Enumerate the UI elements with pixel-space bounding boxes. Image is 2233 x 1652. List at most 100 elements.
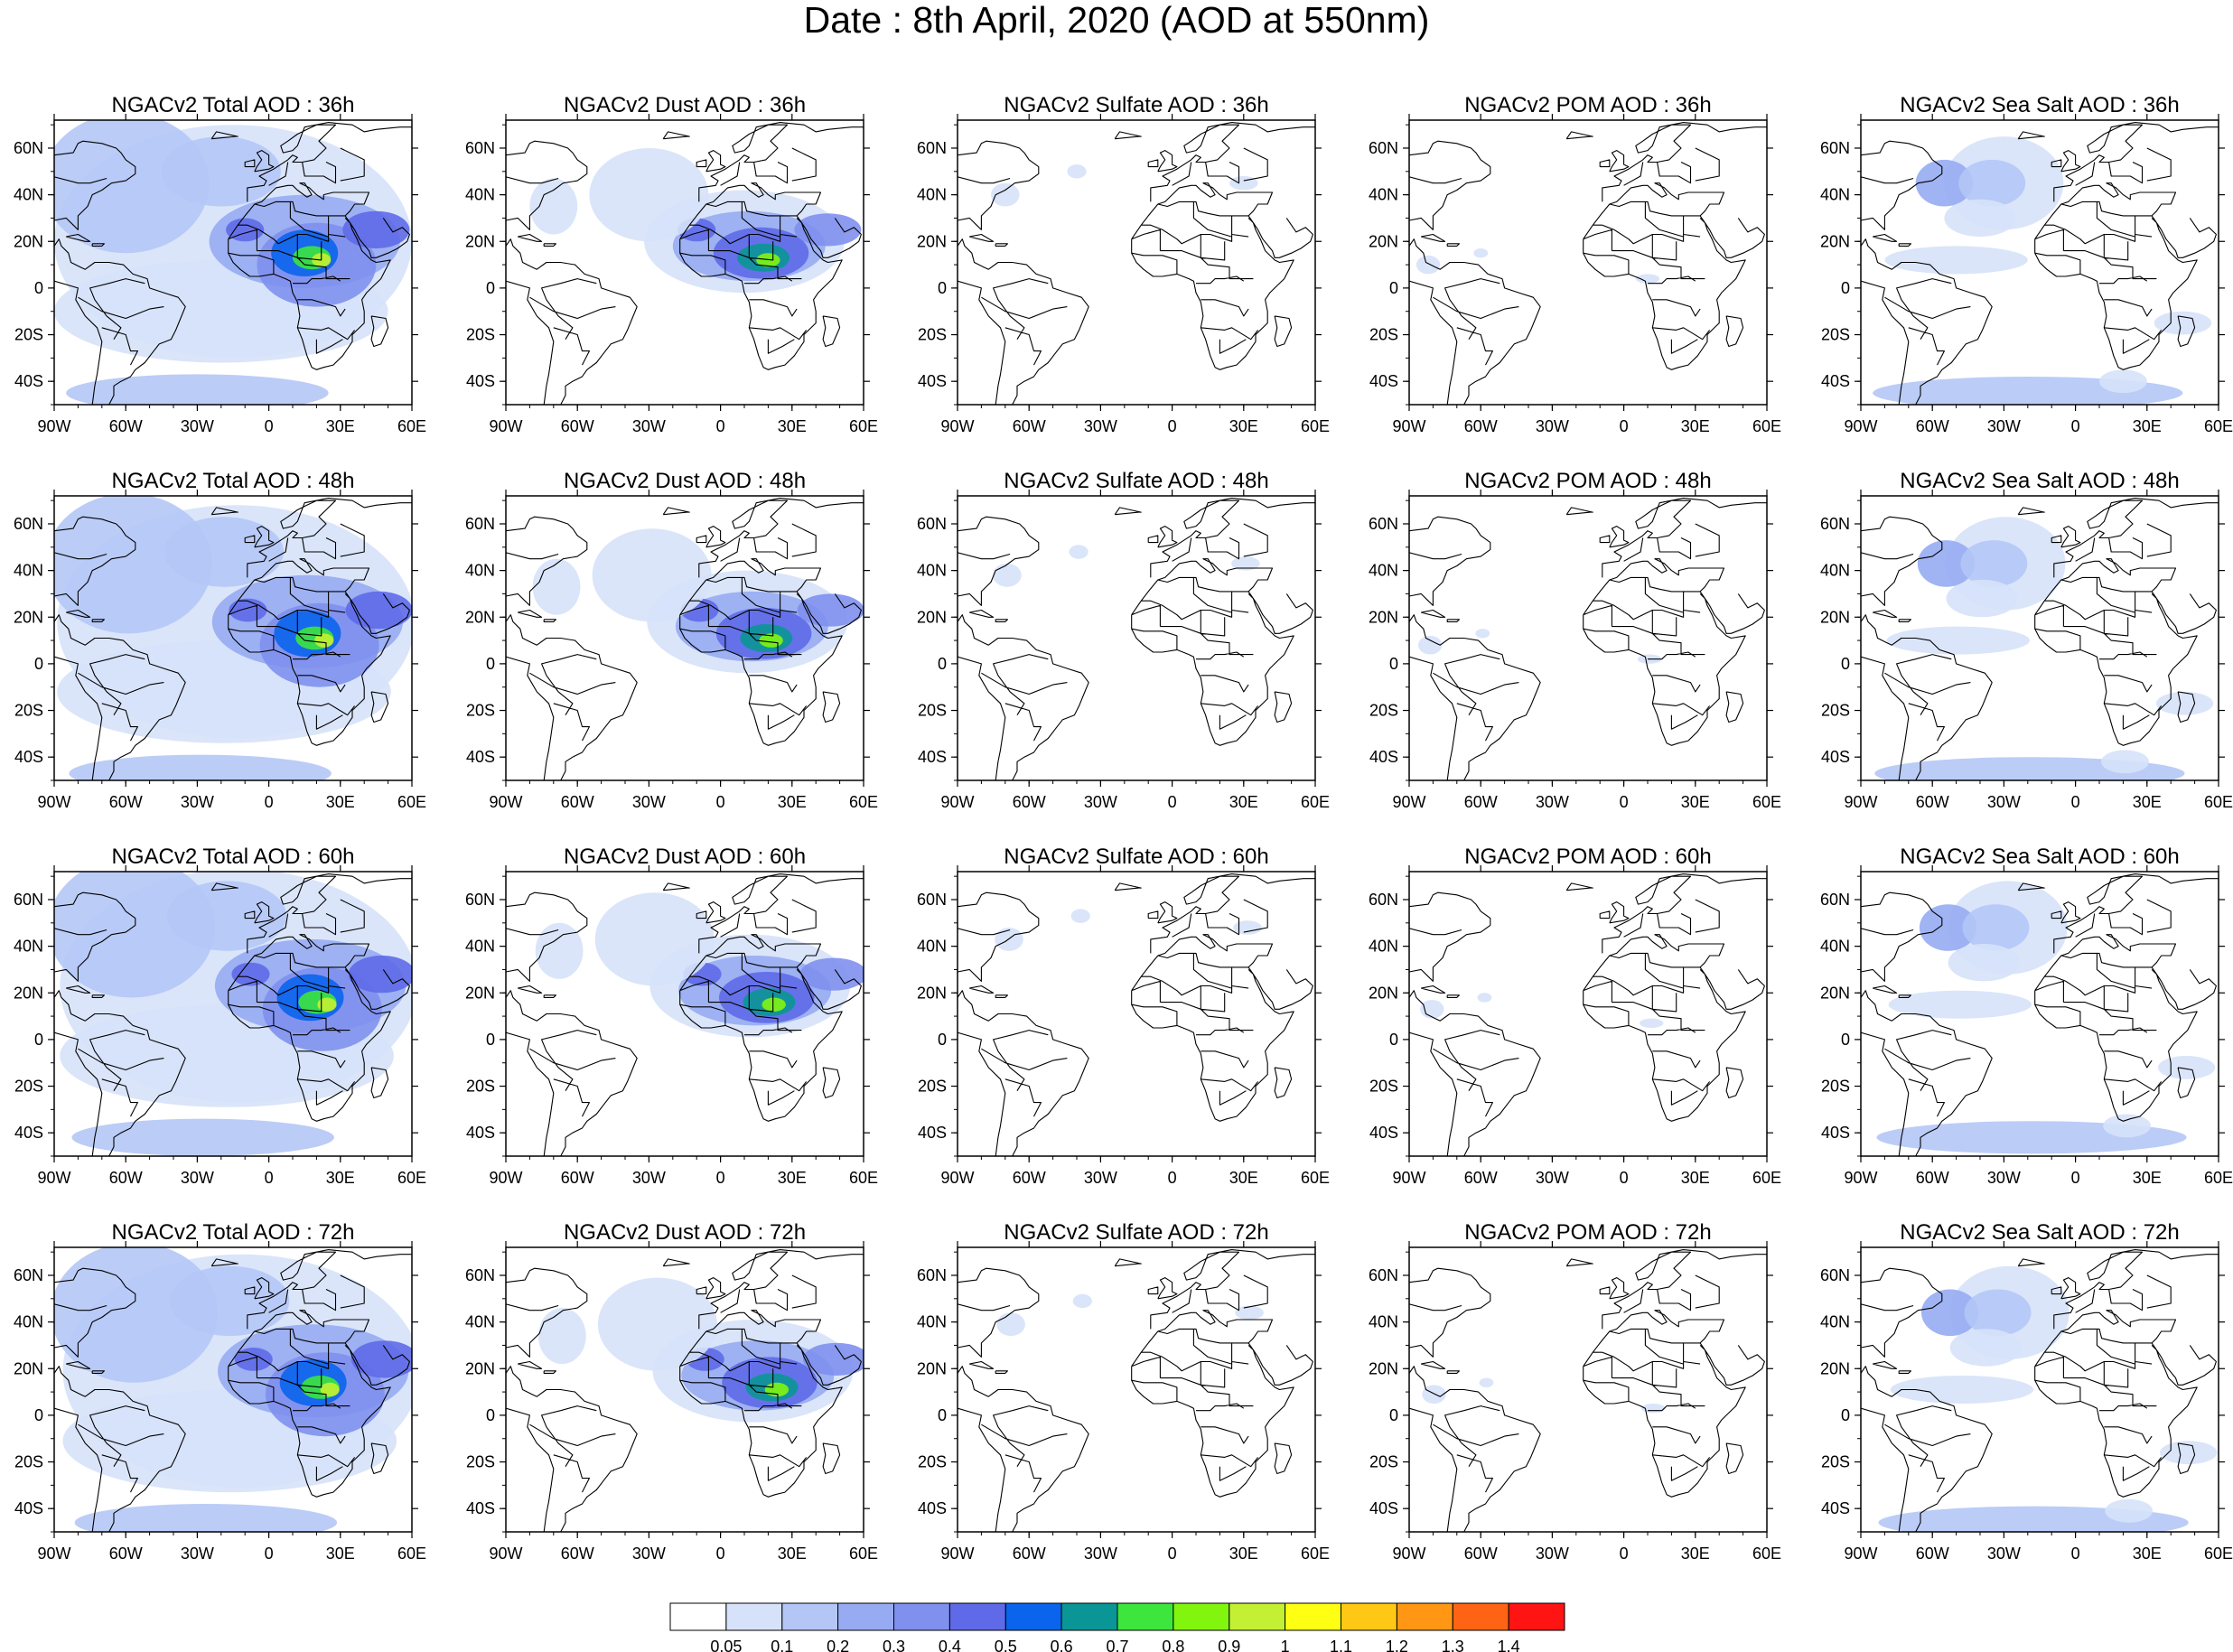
panel-title: NGACv2 Sulfate AOD : 60h bbox=[1004, 845, 1268, 869]
aod-contour bbox=[1917, 540, 1976, 587]
x-tick-label: 30E bbox=[326, 1169, 355, 1187]
aod-contour bbox=[350, 1340, 412, 1378]
aod-contour bbox=[1422, 1385, 1446, 1404]
x-tick-label: 90W bbox=[489, 793, 522, 811]
colorbar-label: 0.05 bbox=[710, 1638, 742, 1652]
y-tick-label: 60N bbox=[1820, 891, 1850, 909]
colorbar-label: 0.2 bbox=[827, 1638, 849, 1652]
x-tick-label: 0 bbox=[1620, 1169, 1629, 1187]
axis-ticks: 90W 60W 30W 0 30E 60E 60N 40N 20N 0 20S 40S bbox=[917, 865, 1330, 1187]
axis-ticks: 90W 60W 30W 0 30E 60E 60N 40N 20N 0 20S 40S bbox=[1369, 114, 1781, 435]
coastlines bbox=[1861, 122, 2219, 405]
x-tick-label: 60W bbox=[561, 417, 594, 435]
y-tick-label: 40S bbox=[14, 1499, 43, 1517]
x-tick-label: 30E bbox=[1681, 1169, 1710, 1187]
x-tick-label: 0 bbox=[1168, 1545, 1177, 1563]
y-tick-label: 60N bbox=[465, 1266, 495, 1284]
y-tick-label: 40S bbox=[1369, 372, 1398, 390]
y-tick-label: 0 bbox=[1841, 1406, 1850, 1424]
axis-ticks: 90W 60W 30W 0 30E 60E 60N 40N 20N 0 20S 40S bbox=[1820, 490, 2233, 811]
x-tick-label: 0 bbox=[265, 1545, 274, 1563]
y-tick-label: 40S bbox=[918, 1499, 947, 1517]
y-tick-label: 0 bbox=[1389, 1406, 1398, 1424]
y-tick-label: 40N bbox=[14, 562, 43, 580]
colorbar-swatch bbox=[893, 1602, 950, 1631]
y-tick-label: 40N bbox=[1369, 1313, 1398, 1331]
x-tick-label: 30W bbox=[632, 793, 666, 811]
y-tick-label: 20N bbox=[465, 1359, 495, 1377]
aod-contour bbox=[167, 881, 287, 951]
x-tick-label: 30E bbox=[326, 417, 355, 435]
coastlines bbox=[54, 498, 412, 780]
y-tick-label: 60N bbox=[917, 139, 947, 157]
colorbar-swatch bbox=[1060, 1602, 1118, 1631]
axis-ticks: 90W 60W 30W 0 30E 60E 60N 40N 20N 0 20S 40S bbox=[917, 1241, 1330, 1563]
y-tick-label: 0 bbox=[34, 1406, 43, 1424]
map-frame bbox=[53, 1246, 413, 1533]
panel-title: NGACv2 Total AOD : 60h bbox=[111, 845, 354, 869]
axis-ticks: 90W 60W 30W 0 30E 60E 60N 40N 20N 0 20S 40S bbox=[465, 1241, 878, 1563]
aod-contour bbox=[231, 962, 270, 986]
x-tick-label: 90W bbox=[37, 793, 70, 811]
aod-contour bbox=[529, 178, 578, 235]
map-frame bbox=[53, 119, 413, 406]
y-tick-label: 40S bbox=[918, 1124, 947, 1142]
aod-contour bbox=[2154, 311, 2212, 335]
x-tick-label: 60W bbox=[109, 793, 143, 811]
colorbar-label: 0.9 bbox=[1218, 1638, 1240, 1652]
y-tick-label: 20S bbox=[466, 326, 495, 344]
aod-contour bbox=[1235, 1305, 1264, 1320]
x-tick-label: 60E bbox=[849, 417, 878, 435]
x-tick-label: 30W bbox=[1084, 793, 1117, 811]
x-tick-label: 90W bbox=[1392, 1545, 1425, 1563]
y-tick-label: 0 bbox=[1389, 655, 1398, 673]
x-tick-label: 60W bbox=[1464, 1169, 1498, 1187]
aod-contour bbox=[592, 528, 712, 622]
y-tick-label: 60N bbox=[14, 515, 43, 533]
y-tick-label: 20S bbox=[1821, 326, 1850, 344]
aod-contour bbox=[535, 922, 584, 979]
x-tick-label: 30W bbox=[1084, 1545, 1117, 1563]
aod-contour bbox=[993, 563, 1022, 587]
axis-ticks: 90W 60W 30W 0 30E 60E 60N 40N 20N 0 20S 40S bbox=[1369, 1241, 1781, 1563]
y-tick-label: 40S bbox=[14, 1124, 43, 1142]
aod-field bbox=[1409, 496, 1767, 780]
x-tick-label: 0 bbox=[1168, 793, 1177, 811]
axis-ticks: 90W 60W 30W 0 30E 60E 60N 40N 20N 0 20S 40S bbox=[465, 490, 878, 811]
x-tick-label: 30E bbox=[2133, 417, 2162, 435]
x-tick-label: 30E bbox=[1681, 793, 1710, 811]
y-tick-label: 60N bbox=[465, 891, 495, 909]
x-tick-label: 90W bbox=[940, 417, 974, 435]
x-tick-label: 30E bbox=[1229, 417, 1258, 435]
y-tick-label: 20S bbox=[1369, 1453, 1398, 1471]
axis-ticks: 90W 60W 30W 0 30E 60E 60N 40N 20N 0 20S 40S bbox=[1820, 865, 2233, 1187]
x-tick-label: 90W bbox=[1844, 1545, 1877, 1563]
aod-contour bbox=[71, 1118, 334, 1156]
panel-title: NGACv2 Sea Salt AOD : 48h bbox=[1900, 469, 2179, 493]
x-tick-label: 60W bbox=[561, 793, 594, 811]
aod-field bbox=[1861, 872, 2219, 1156]
map-frame bbox=[1860, 495, 2219, 781]
map-panel: NGACv2 Total AOD : 36h 90W 60W 30W 0 30E 60E 60… bbox=[14, 93, 426, 435]
aod-contour bbox=[2157, 1056, 2216, 1079]
aod-field bbox=[1409, 120, 1767, 405]
x-tick-label: 30E bbox=[1229, 1169, 1258, 1187]
map-frame bbox=[1408, 871, 1768, 1157]
x-tick-label: 90W bbox=[1392, 793, 1425, 811]
x-tick-label: 60E bbox=[1301, 417, 1330, 435]
map-panel: NGACv2 POM AOD : 36h 90W 60W 30W 0 30E 60E 60N 4… bbox=[1369, 93, 1781, 435]
aod-contour bbox=[1960, 540, 2028, 587]
y-tick-label: 0 bbox=[486, 1406, 495, 1424]
aod-contour bbox=[74, 1504, 338, 1532]
x-tick-label: 60W bbox=[1916, 1545, 1949, 1563]
colorbar-label: 0.1 bbox=[771, 1638, 793, 1652]
x-tick-label: 0 bbox=[2071, 1169, 2080, 1187]
map-frame bbox=[957, 1246, 1316, 1533]
axis-ticks: 90W 60W 30W 0 30E 60E 60N 40N 20N 0 20S 40S bbox=[14, 114, 426, 435]
y-tick-label: 40N bbox=[14, 938, 43, 956]
y-tick-label: 60N bbox=[917, 1266, 947, 1284]
y-tick-label: 0 bbox=[1389, 1031, 1398, 1049]
x-tick-label: 30E bbox=[1229, 1545, 1258, 1563]
x-tick-label: 0 bbox=[716, 1545, 725, 1563]
